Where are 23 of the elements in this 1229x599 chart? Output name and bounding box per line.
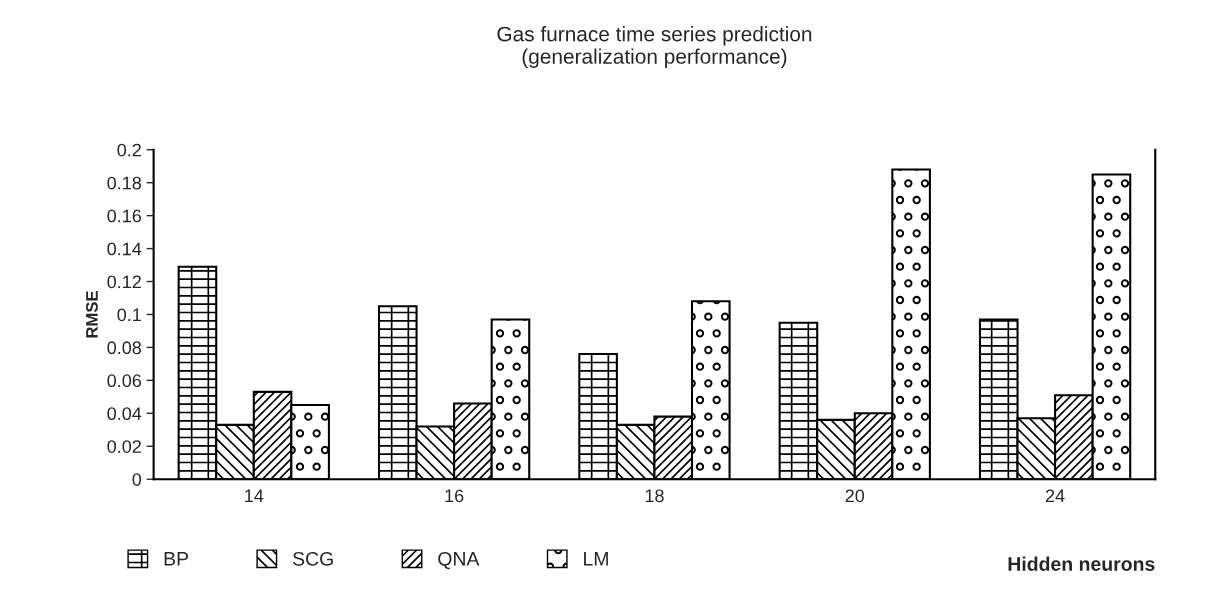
y-tick-label: 0.2 (117, 143, 141, 157)
x-tick-label: 20 (845, 489, 865, 503)
y-tick-label: 0.18 (107, 176, 142, 190)
x-axis-title: Hidden neurons (1008, 556, 1155, 571)
x-tick-label: 24 (1045, 489, 1065, 503)
y-tick-label: 0.04 (107, 407, 142, 421)
y-tick-label: 0.16 (107, 209, 142, 223)
x-tick-label: 18 (645, 489, 664, 503)
y-tick-label: 0.08 (107, 341, 142, 355)
legend-label: QNA (438, 551, 480, 570)
y-tick-label: 0.02 (107, 440, 141, 453)
legend-label: SCG (292, 551, 333, 566)
y-tick-label: 0.14 (107, 242, 142, 256)
legend-label: LM (584, 552, 608, 566)
legend-label: BP (164, 552, 189, 566)
y-tick-label: 0.06 (107, 374, 142, 388)
chart-title: Gas furnace time series prediction (generalization performance) (497, 26, 812, 68)
x-tick-label: 14 (245, 489, 264, 503)
y-tick-label: 0 (132, 473, 142, 486)
x-tick-label: 16 (445, 489, 464, 503)
y-tick-label: 0.1 (117, 308, 141, 322)
y-tick-label: 0.12 (107, 275, 141, 289)
y-axis-title: RMSE (86, 291, 98, 338)
